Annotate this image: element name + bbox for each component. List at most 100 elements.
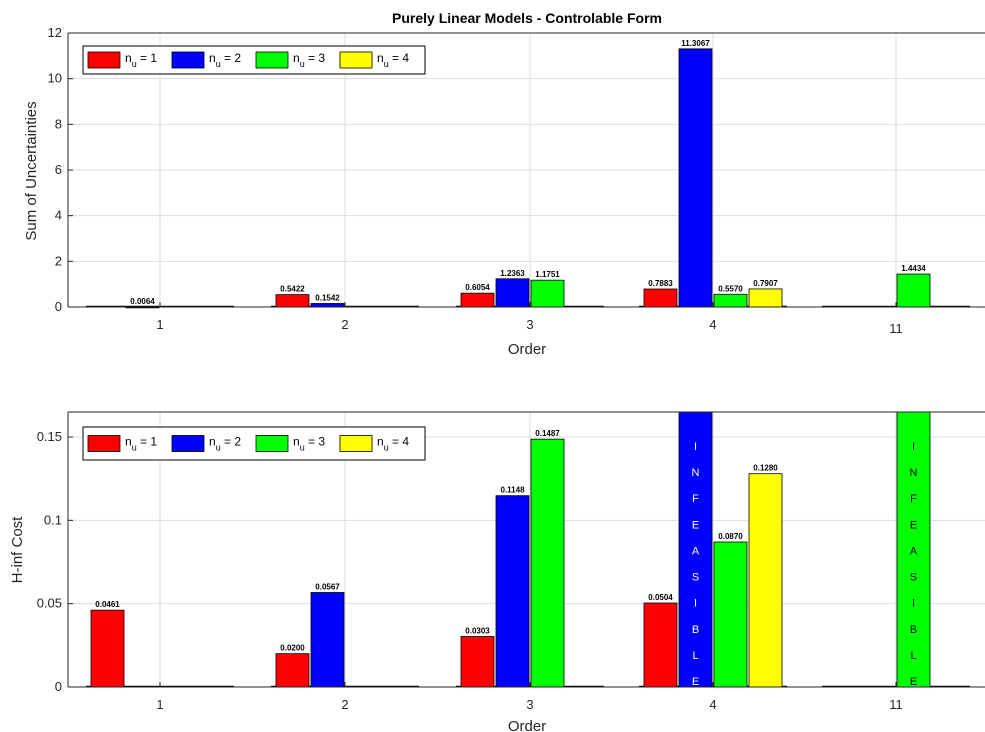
- infeasible-letter: A: [692, 545, 700, 557]
- top-xlabel: Order: [508, 341, 546, 358]
- bar: [713, 293, 748, 308]
- bar-infeasible: [678, 411, 713, 688]
- data-label: 1.4434: [901, 264, 926, 273]
- x-tick-label: 3: [526, 697, 533, 712]
- x-tick-label: 2: [341, 317, 348, 332]
- x-tick-label: 2: [341, 697, 348, 712]
- bar: [643, 602, 678, 688]
- infeasible-letter: F: [910, 493, 917, 505]
- data-label: 0.1542: [315, 293, 340, 302]
- y-tick-label: 6: [55, 162, 62, 177]
- y-tick-label: 8: [55, 116, 62, 131]
- y-tick-label: 0.15: [37, 429, 62, 444]
- bar: [495, 495, 530, 688]
- legend-label: nu = 1: [125, 51, 157, 69]
- infeasible-letter: B: [910, 624, 917, 636]
- y-tick-label: 12: [48, 25, 62, 40]
- bar: [310, 592, 345, 688]
- legend-label: nu = 3: [293, 435, 325, 453]
- x-tick-label: 11: [889, 697, 903, 712]
- bar: [275, 653, 310, 688]
- bar: [495, 278, 530, 308]
- legend-swatch: [171, 51, 205, 69]
- y-tick-label: 2: [55, 253, 62, 268]
- infeasible-letter: S: [692, 572, 699, 584]
- data-label: 0.5570: [718, 284, 743, 293]
- bar: [748, 473, 783, 688]
- top-ylabel: Sum of Uncertainties: [23, 101, 40, 240]
- infeasible-letter: I: [694, 441, 697, 453]
- data-label: 0.1280: [753, 464, 778, 473]
- data-label: 0.7883: [648, 279, 673, 288]
- y-tick-label: 0: [55, 299, 62, 314]
- infeasible-letter: L: [692, 650, 698, 662]
- bar-infeasible: [896, 411, 931, 688]
- data-label: 0.0870: [718, 532, 743, 541]
- data-label: 0.1487: [535, 429, 560, 438]
- bottom-xlabel: Order: [508, 718, 546, 732]
- legend-swatch: [255, 51, 289, 69]
- legend-swatch: [339, 435, 373, 452]
- data-label: 0.0504: [648, 593, 673, 602]
- x-tick-label: 1: [156, 317, 163, 332]
- bottom-ylabel: H-inf Cost: [9, 516, 26, 584]
- bar: [310, 303, 345, 308]
- legend-label: nu = 4: [377, 435, 409, 453]
- y-tick-label: 4: [55, 208, 62, 223]
- legend-swatch: [171, 435, 205, 452]
- data-label: 0.0064: [130, 297, 155, 306]
- infeasible-letter: N: [910, 467, 918, 479]
- infeasible-letter: E: [910, 676, 917, 688]
- x-tick-label: 4: [709, 697, 716, 712]
- infeasible-letter: A: [910, 545, 918, 557]
- infeasible-letter: E: [692, 519, 699, 531]
- y-tick-label: 0.1: [44, 512, 62, 527]
- infeasible-letter: N: [692, 467, 700, 479]
- bar: [748, 288, 783, 308]
- y-tick-label: 0: [55, 679, 62, 694]
- data-label: 0.7907: [753, 279, 778, 288]
- bar: [90, 609, 125, 688]
- data-label: 1.2363: [500, 269, 525, 278]
- infeasible-letter: L: [910, 650, 916, 662]
- top-panel: 0.0064 0.5422 0.1542 0.6054 1.2363 1.1751 0.78…: [48, 25, 985, 336]
- infeasible-letter: I: [912, 441, 915, 453]
- bar: [460, 636, 495, 688]
- infeasible-letter: I: [912, 598, 915, 610]
- x-tick-label: 4: [709, 317, 716, 332]
- data-label: 0.0461: [95, 600, 120, 609]
- bar: [275, 294, 310, 308]
- bar: [530, 438, 565, 688]
- chart-title: Purely Linear Models - Controlable Form: [392, 10, 662, 26]
- data-label: 0.0567: [315, 583, 340, 592]
- legend-label: nu = 2: [209, 435, 241, 453]
- bar: [678, 48, 713, 308]
- bottom-panel: 0.0461 0.0200 0.0567 0.0303 0.1148 0.1487 0.05…: [37, 411, 985, 712]
- bar: [713, 541, 748, 688]
- legend-label: nu = 4: [377, 51, 409, 69]
- bar: [643, 288, 678, 308]
- infeasible-letter: E: [692, 676, 699, 688]
- data-label: 0.0200: [280, 644, 305, 653]
- legend-swatch: [255, 435, 289, 452]
- infeasible-letter: I: [694, 598, 697, 610]
- infeasible-letter: F: [692, 493, 699, 505]
- data-label: 11.3067: [681, 39, 710, 48]
- x-tick-label: 1: [156, 697, 163, 712]
- bar: [530, 279, 565, 308]
- bar: [896, 273, 931, 308]
- legend-label: nu = 3: [293, 51, 325, 69]
- data-label: 0.6054: [465, 283, 490, 292]
- legend-swatch: [339, 51, 373, 69]
- infeasible-letter: S: [910, 572, 917, 584]
- infeasible-letter: B: [692, 624, 699, 636]
- data-label: 0.1148: [500, 486, 525, 495]
- bar: [460, 292, 495, 308]
- legend-swatch: [87, 51, 121, 69]
- legend-label: nu = 2: [209, 51, 241, 69]
- x-tick-label: 11: [889, 321, 903, 336]
- y-tick-label: 0.05: [37, 596, 62, 611]
- legend-label: nu = 1: [125, 435, 157, 453]
